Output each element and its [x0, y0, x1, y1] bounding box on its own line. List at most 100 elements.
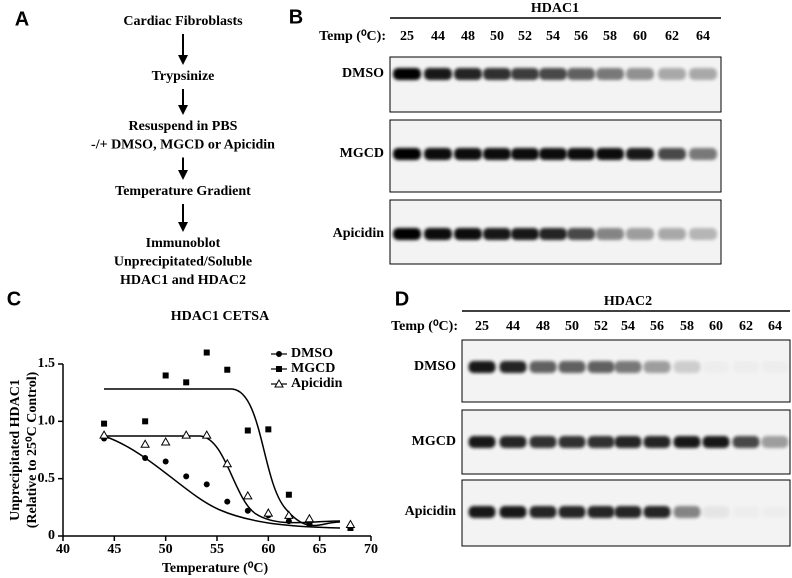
band: [702, 506, 730, 518]
legend-label: DMSO: [291, 346, 333, 361]
band: [614, 506, 642, 518]
band: [567, 68, 595, 80]
band: [587, 436, 615, 448]
temp-label: 25: [400, 29, 414, 44]
temp-label: Temp (⁰C):: [391, 319, 458, 334]
band: [529, 436, 557, 448]
band: [468, 506, 496, 518]
point: [224, 366, 231, 373]
point: [101, 420, 108, 427]
band: [511, 68, 539, 80]
temp-label: 60: [709, 319, 723, 334]
point: [276, 351, 282, 357]
y-tick-label: 0.5: [38, 471, 56, 486]
band: [702, 436, 730, 448]
temp-label: 62: [665, 29, 679, 44]
row-label: DMSO: [342, 66, 384, 81]
blot-box: [389, 56, 722, 113]
x-tick-label: 65: [313, 542, 327, 557]
band: [703, 361, 730, 373]
point: [142, 455, 149, 462]
y-tick-label: 1.5: [38, 356, 56, 371]
band: [499, 506, 527, 518]
temp-label: 64: [696, 29, 710, 44]
band: [596, 148, 624, 160]
point: [222, 458, 233, 468]
point: [274, 378, 284, 388]
row-label: Apicidin: [333, 226, 385, 241]
temp-label: 56: [650, 319, 664, 334]
point: [224, 498, 231, 505]
point: [99, 430, 109, 439]
point: [201, 430, 212, 439]
point: [140, 439, 150, 448]
band: [614, 361, 642, 373]
temp-label: 50: [565, 319, 579, 334]
temp-label: 44: [431, 29, 445, 44]
point: [285, 518, 292, 525]
point: [203, 481, 210, 488]
band: [626, 148, 654, 160]
band: [689, 228, 717, 240]
point: [142, 418, 149, 425]
band: [539, 148, 567, 160]
band: [558, 436, 586, 448]
point: [345, 519, 356, 529]
point: [244, 507, 251, 514]
band: [643, 361, 671, 373]
panel-label: B: [289, 6, 303, 28]
band: [614, 436, 642, 448]
fit-curve: [104, 388, 341, 527]
band: [454, 228, 482, 240]
band: [567, 228, 595, 240]
panel-label: C: [7, 288, 21, 310]
band: [393, 148, 421, 160]
band: [673, 361, 701, 373]
band: [596, 68, 624, 80]
band: [643, 436, 671, 448]
point: [183, 379, 190, 386]
band: [529, 361, 557, 373]
point: [162, 458, 169, 465]
temp-label: 64: [768, 319, 782, 334]
panel-label: A: [15, 8, 29, 30]
flow-step: Resuspend in PBS: [129, 119, 238, 134]
temp-label: 58: [680, 319, 694, 334]
temp-label: 58: [603, 29, 617, 44]
temp-label: 44: [506, 319, 520, 334]
band: [732, 436, 760, 448]
band: [511, 148, 539, 160]
temp-label: 52: [594, 319, 608, 334]
x-axis-label: Temperature (⁰C): [162, 561, 269, 576]
band: [483, 68, 511, 80]
band: [483, 228, 511, 240]
x-tick-label: 40: [56, 542, 70, 557]
band: [468, 361, 496, 373]
flow-step: Temperature Gradient: [115, 184, 251, 199]
band: [393, 228, 421, 240]
x-tick-label: 60: [261, 542, 275, 557]
band: [483, 148, 511, 160]
fit-curve: [104, 435, 341, 524]
arrow-head: [178, 55, 188, 65]
band: [762, 361, 789, 373]
temp-label: 25: [475, 319, 489, 334]
band: [733, 506, 760, 518]
y-tick-label: 1.0: [38, 414, 56, 429]
arrow-head: [178, 105, 188, 115]
fit-curve: [103, 435, 341, 529]
temp-label: 56: [574, 29, 588, 44]
point: [276, 366, 282, 372]
flow-step: Trypsinize: [152, 69, 215, 84]
legend-label: Apicidin: [291, 376, 343, 391]
band: [424, 228, 452, 240]
flow-step: Cardiac Fibroblasts: [123, 14, 243, 29]
x-tick-label: 45: [107, 542, 121, 557]
x-tick-label: 70: [364, 542, 378, 557]
point: [285, 491, 292, 498]
temp-label: 62: [739, 319, 753, 334]
blot-title: HDAC1: [531, 1, 579, 16]
band: [673, 506, 701, 518]
point: [304, 513, 315, 523]
